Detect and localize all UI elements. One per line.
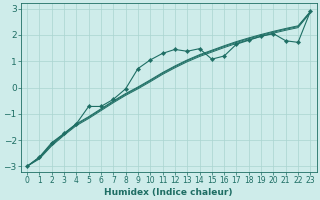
- X-axis label: Humidex (Indice chaleur): Humidex (Indice chaleur): [104, 188, 233, 197]
